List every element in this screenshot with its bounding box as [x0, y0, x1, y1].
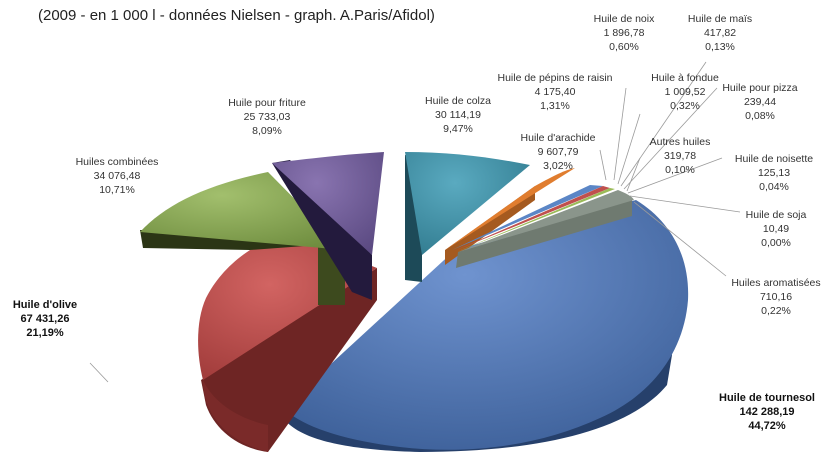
- label-1: Huile d'olive 67 431,26 21,19%: [13, 299, 77, 339]
- label-4-line-1: 30 114,19: [435, 109, 481, 121]
- label-0-line-0: Huile de tournesol: [719, 392, 815, 404]
- label-13-line-1: 10,49: [763, 223, 789, 235]
- label-11-line-2: 0,10%: [665, 164, 695, 176]
- label-9-line-0: Huile de maïs: [688, 13, 752, 25]
- data-labels: Huile de tournesol 142 288,19 44,72%Huile …: [13, 13, 821, 432]
- label-2-line-2: 10,71%: [99, 184, 135, 196]
- label-1-line-1: 67 431,26: [21, 313, 70, 325]
- label-9: Huile de maïs 417,82 0,13%: [688, 13, 752, 53]
- slice-friture: [272, 152, 384, 300]
- slice-tournesol: [283, 200, 689, 452]
- label-12-line-0: Huile de noisette: [735, 153, 813, 165]
- slice-fondue: [456, 188, 615, 252]
- label-11-line-0: Autres huiles: [650, 136, 711, 148]
- label-8: Huile à fondue 1 009,52 0,32%: [651, 72, 719, 112]
- label-0-line-1: 142 288,19: [739, 406, 794, 418]
- label-7: Huile de noix 1 896,78 0,60%: [594, 13, 655, 53]
- label-6-line-1: 4 175,40: [535, 86, 576, 98]
- label-14-line-2: 0,22%: [761, 305, 791, 317]
- label-9-line-2: 0,13%: [705, 41, 735, 53]
- label-0: Huile de tournesol 142 288,19 44,72%: [719, 392, 815, 432]
- label-3-line-1: 25 733,03: [244, 111, 291, 123]
- label-5-line-1: 9 607,79: [538, 146, 579, 158]
- label-4-line-2: 9,47%: [443, 123, 473, 135]
- label-2-line-1: 34 076,48: [94, 170, 141, 182]
- label-7-line-0: Huile de noix: [594, 13, 655, 25]
- label-8-line-2: 0,32%: [670, 100, 700, 112]
- label-7-line-1: 1 896,78: [604, 27, 645, 39]
- label-7-line-2: 0,60%: [609, 41, 639, 53]
- label-10-line-1: 239,44: [744, 96, 776, 108]
- slice-noix: [454, 186, 610, 251]
- label-6-line-2: 1,31%: [540, 100, 570, 112]
- label-1-line-0: Huile d'olive: [13, 299, 77, 311]
- label-6: Huile de pépins de raisin 4 175,40 1,31%: [498, 72, 613, 112]
- slice-colza: [405, 152, 530, 282]
- label-14-line-0: Huiles aromatisées: [731, 277, 820, 289]
- label-14-line-1: 710,16: [760, 291, 792, 303]
- label-3-line-2: 8,09%: [252, 125, 282, 137]
- leader-lines: [89, 61, 741, 383]
- label-9-line-1: 417,82: [704, 27, 736, 39]
- label-10-line-0: Huile pour pizza: [722, 82, 797, 94]
- label-12-line-2: 0,04%: [759, 181, 789, 193]
- label-13-line-0: Huile de soja: [746, 209, 807, 221]
- label-4: Huile de colza 30 114,19 9,47%: [425, 95, 491, 135]
- label-5: Huile d'arachide 9 607,79 3,02%: [521, 132, 596, 172]
- label-8-line-0: Huile à fondue: [651, 72, 719, 84]
- label-10-line-2: 0,08%: [745, 110, 775, 122]
- label-8-line-1: 1 009,52: [665, 86, 706, 98]
- label-3: Huile pour friture 25 733,03 8,09%: [228, 97, 306, 137]
- label-11: Autres huiles 319,78 0,10%: [650, 136, 711, 176]
- label-2-line-0: Huiles combinées: [76, 156, 159, 168]
- label-5-line-2: 3,02%: [543, 160, 573, 172]
- slices: [140, 152, 689, 452]
- label-10: Huile pour pizza 239,44 0,08%: [722, 82, 797, 122]
- label-5-line-0: Huile d'arachide: [521, 132, 596, 144]
- label-1-line-2: 21,19%: [26, 327, 64, 339]
- label-2: Huiles combinées 34 076,48 10,71%: [76, 156, 159, 196]
- slice-aromatisees: [456, 190, 634, 268]
- label-11-line-1: 319,78: [664, 150, 696, 162]
- label-12-line-1: 125,13: [758, 167, 790, 179]
- label-13-line-2: 0,00%: [761, 237, 791, 249]
- chart-subtitle: (2009 - en 1 000 l - données Nielsen - g…: [38, 7, 435, 24]
- label-0-line-2: 44,72%: [748, 420, 786, 432]
- slice-pepins: [452, 185, 603, 250]
- label-13: Huile de soja 10,49 0,00%: [746, 209, 807, 249]
- label-14: Huiles aromatisées 710,16 0,22%: [731, 277, 820, 317]
- label-4-line-0: Huile de colza: [425, 95, 491, 107]
- label-3-line-0: Huile pour friture: [228, 97, 306, 109]
- label-12: Huile de noisette 125,13 0,04%: [735, 153, 813, 193]
- label-6-line-0: Huile de pépins de raisin: [498, 72, 613, 84]
